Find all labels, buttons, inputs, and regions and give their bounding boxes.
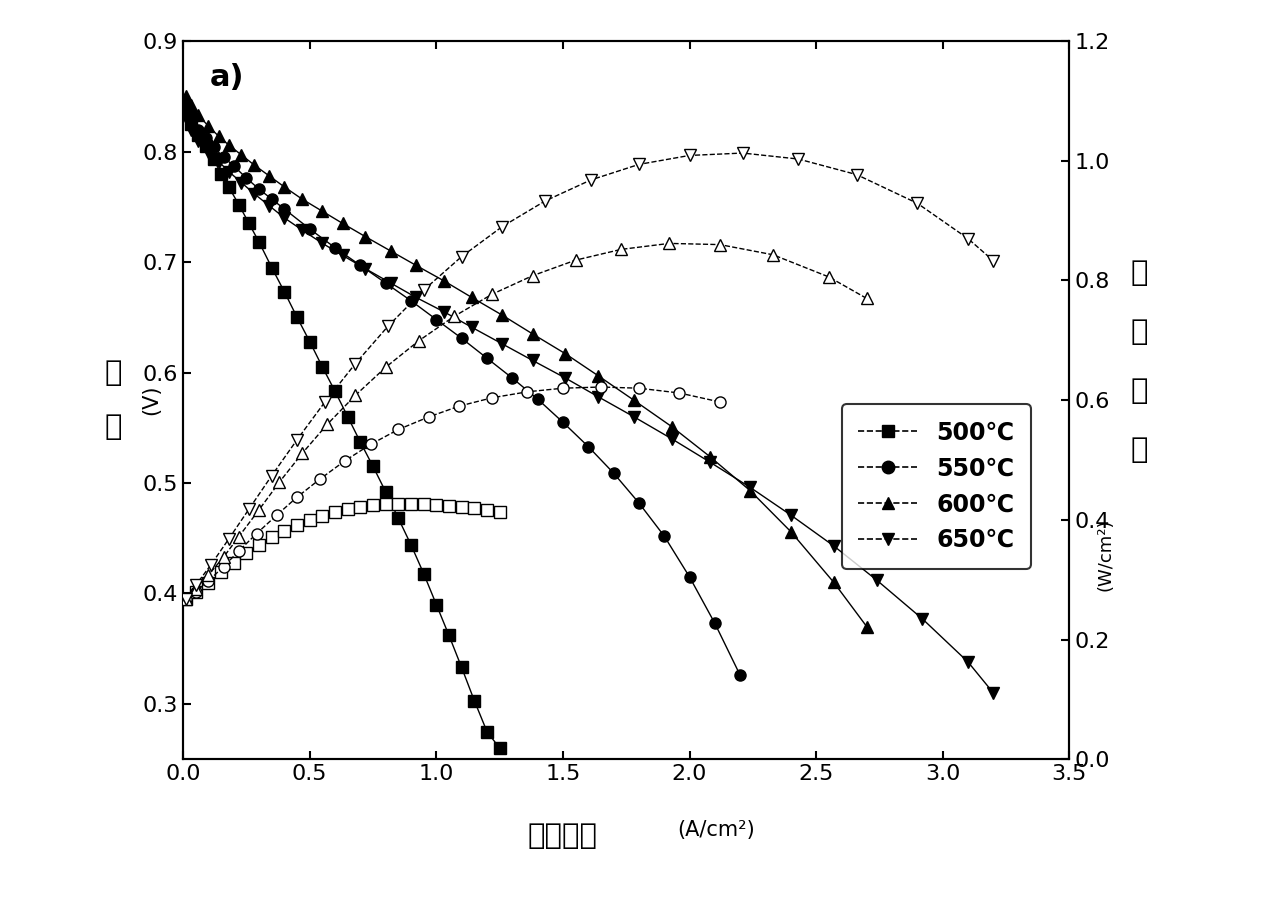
Text: (W/cm²): (W/cm²) (1097, 518, 1114, 591)
Text: (A/cm²): (A/cm²) (677, 820, 754, 840)
Text: 电: 电 (104, 359, 121, 387)
Text: 电流密度: 电流密度 (528, 823, 597, 851)
Text: 度: 度 (1131, 436, 1149, 464)
Text: 率: 率 (1131, 318, 1149, 346)
Text: 功: 功 (1131, 259, 1149, 287)
Text: 压: 压 (104, 413, 121, 441)
Text: a): a) (210, 63, 244, 92)
Text: (V): (V) (141, 385, 161, 416)
Legend: 500℃, 550℃, 600℃, 650℃: 500℃, 550℃, 600℃, 650℃ (842, 404, 1031, 568)
Text: 密: 密 (1131, 377, 1149, 405)
